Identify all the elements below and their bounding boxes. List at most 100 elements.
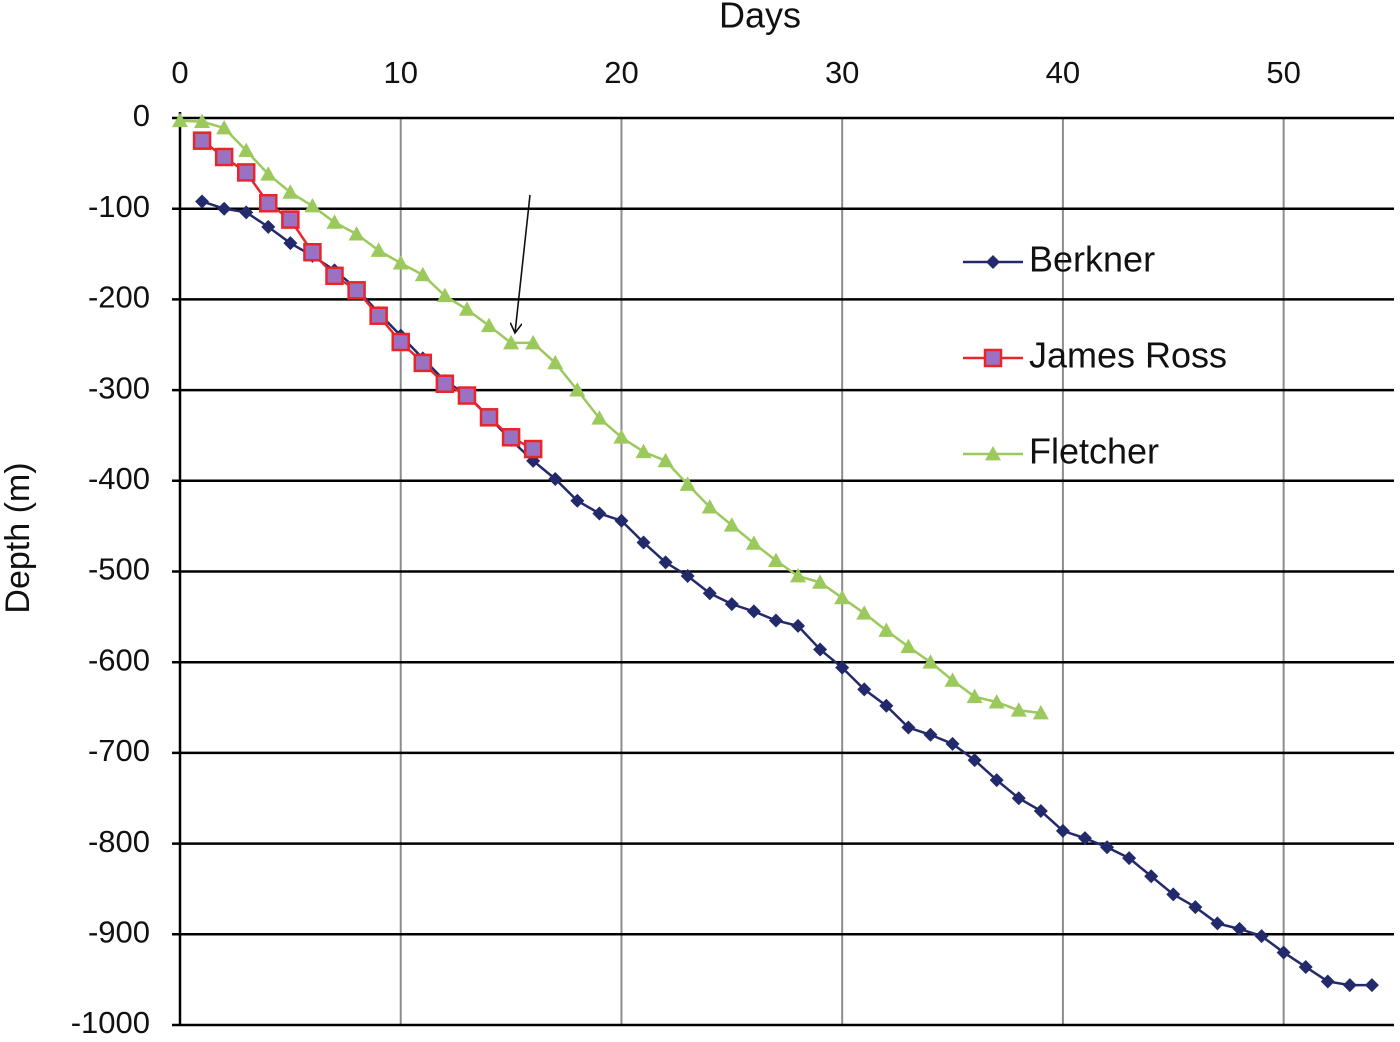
data-point	[1055, 823, 1070, 838]
data-point	[791, 618, 806, 633]
data-point	[592, 506, 607, 521]
y-tick-label: -400	[88, 461, 150, 496]
y-tick-label: -200	[88, 280, 150, 315]
data-point	[1032, 704, 1049, 720]
data-point	[548, 471, 563, 486]
x-tick-label: 40	[1046, 55, 1080, 90]
data-point	[569, 382, 586, 397]
data-point	[723, 517, 740, 532]
data-point	[239, 205, 254, 220]
series-group	[192, 131, 543, 459]
data-point	[281, 210, 300, 229]
data-point	[217, 201, 232, 216]
data-point	[768, 613, 783, 628]
data-point	[1188, 900, 1203, 915]
data-point	[348, 226, 365, 241]
x-tick-label: 0	[171, 55, 188, 90]
x-tick-label: 30	[825, 55, 859, 90]
series-line	[179, 119, 1041, 715]
data-point	[967, 753, 982, 768]
data-point	[503, 334, 520, 350]
annotation-arrow	[515, 194, 531, 333]
legend-marker	[983, 348, 1003, 368]
data-point	[1077, 831, 1092, 846]
data-point	[857, 682, 872, 697]
data-point	[479, 408, 499, 427]
y-tick-label: 0	[133, 98, 150, 133]
y-tick-label: -900	[88, 914, 150, 949]
data-point	[812, 574, 829, 589]
legend-marker	[985, 446, 1001, 461]
data-point	[767, 552, 784, 568]
data-point	[989, 773, 1004, 788]
data-point	[879, 698, 894, 713]
y-tick-label: -100	[88, 189, 150, 224]
data-point	[591, 410, 608, 425]
data-point	[1122, 851, 1137, 866]
data-point	[192, 131, 212, 150]
data-point	[1011, 791, 1026, 806]
data-point	[414, 266, 431, 282]
data-point	[392, 255, 409, 270]
data-point	[945, 736, 960, 751]
data-point	[236, 163, 256, 182]
data-point	[1232, 921, 1247, 936]
data-point	[923, 727, 938, 742]
data-point	[944, 672, 961, 687]
data-point	[856, 605, 873, 620]
data-point	[501, 428, 521, 447]
data-point	[745, 535, 762, 550]
legend-label: James Ross	[1029, 335, 1227, 376]
data-point	[635, 443, 652, 459]
data-point	[922, 654, 939, 669]
data-point	[326, 214, 343, 229]
data-point	[966, 688, 983, 704]
data-point	[347, 281, 366, 300]
data-point	[878, 622, 895, 637]
y-axis-title: Depth (m)	[0, 462, 37, 613]
data-point	[172, 112, 188, 128]
data-point	[701, 499, 718, 514]
data-point	[370, 242, 387, 257]
data-point	[1276, 945, 1291, 960]
data-point	[325, 266, 344, 286]
y-tick-label: -300	[88, 370, 150, 405]
y-tick-label: -500	[88, 552, 150, 587]
y-tick-label: -1000	[71, 1005, 150, 1040]
data-point	[1010, 702, 1027, 717]
data-point	[1033, 803, 1048, 818]
data-point	[1320, 974, 1335, 989]
data-point	[1254, 929, 1269, 944]
data-point	[304, 197, 321, 213]
data-point	[1364, 978, 1379, 993]
data-point	[724, 597, 739, 612]
data-point	[216, 119, 233, 135]
data-point	[790, 568, 807, 583]
data-point	[900, 638, 917, 654]
x-axis-title: Days	[719, 0, 801, 36]
data-point	[613, 429, 630, 444]
data-point	[523, 439, 543, 459]
data-point	[436, 287, 453, 303]
data-point	[570, 493, 585, 508]
data-point	[1100, 840, 1115, 855]
data-point	[282, 184, 299, 199]
data-point	[702, 586, 717, 601]
data-point	[658, 555, 673, 570]
data-point	[813, 642, 828, 657]
data-point	[413, 353, 433, 373]
data-point	[283, 236, 298, 251]
data-point	[614, 513, 629, 528]
data-point	[1166, 887, 1181, 902]
data-point	[369, 306, 388, 325]
data-point	[261, 219, 276, 234]
data-point	[835, 660, 850, 675]
data-point	[988, 694, 1005, 709]
x-tick-label: 20	[604, 55, 638, 90]
data-point	[1210, 916, 1225, 931]
series-line	[201, 139, 534, 451]
data-point	[458, 301, 475, 316]
data-point	[303, 242, 322, 262]
data-point	[435, 374, 455, 394]
